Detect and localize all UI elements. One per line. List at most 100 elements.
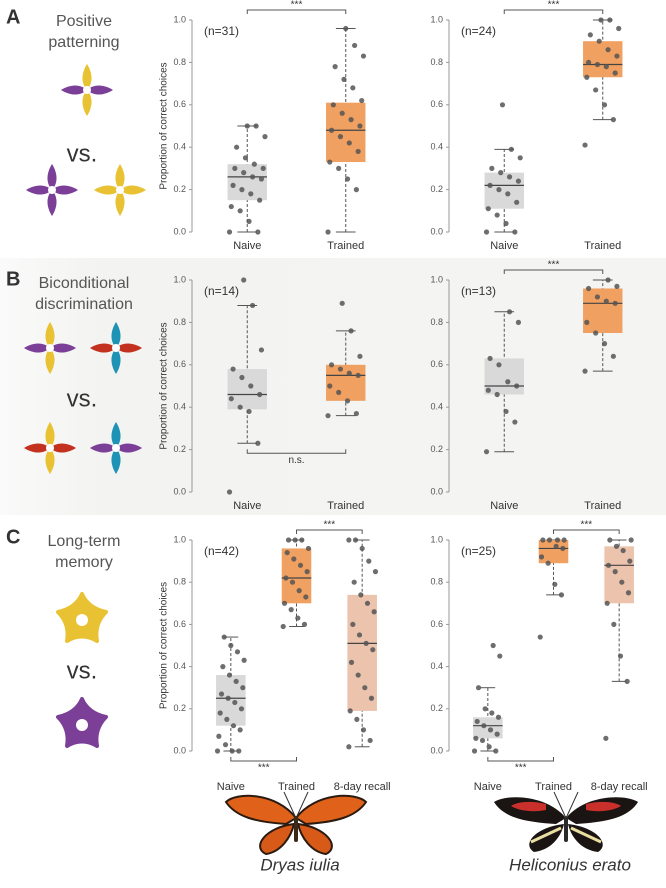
data-point [495, 714, 502, 720]
box [583, 288, 623, 333]
data-point [603, 735, 609, 741]
data-point [494, 391, 500, 398]
data-point [352, 42, 358, 49]
data-point [344, 176, 351, 182]
data-point [241, 170, 247, 176]
y-tick-label: 0.6 [173, 359, 186, 369]
x-tick-label: Trained [327, 500, 364, 512]
data-point [348, 117, 354, 123]
x-tick-label: Naive [490, 500, 518, 512]
data-point [234, 649, 241, 655]
data-point [296, 588, 302, 594]
y-tick-label: 1.0 [430, 274, 443, 284]
data-point [512, 229, 518, 235]
data-point [350, 621, 356, 628]
data-point [505, 191, 511, 197]
data-point [604, 600, 610, 606]
data-point [351, 579, 357, 585]
data-point [357, 123, 363, 129]
data-point [616, 25, 622, 32]
sample-size: (n=24) [461, 24, 496, 38]
data-point [237, 404, 243, 410]
significance-bracket [246, 9, 347, 14]
data-point [619, 579, 625, 585]
data-point [558, 592, 565, 598]
significance-label: n.s. [288, 455, 304, 466]
y-axis-label: Proportion of correct choices [159, 582, 170, 709]
data-point [546, 537, 553, 543]
sample-size: (n=14) [204, 284, 239, 298]
data-point [593, 330, 599, 336]
data-point [285, 537, 292, 543]
data-point [327, 383, 333, 389]
data-point [354, 716, 360, 722]
data-point [611, 621, 617, 628]
data-point [496, 187, 502, 193]
data-point [482, 706, 488, 712]
y-tick-label: 0.4 [173, 661, 186, 671]
y-tick-label: 0.8 [173, 317, 186, 327]
data-point [362, 685, 368, 691]
data-point [481, 723, 487, 729]
y-tick-label: 0.0 [430, 486, 443, 496]
data-point [234, 144, 240, 150]
data-point [233, 678, 239, 684]
data-point [486, 744, 492, 750]
data-point [260, 165, 266, 171]
data-point [239, 374, 245, 381]
y-tick-label: 0.0 [173, 745, 186, 755]
data-point [479, 737, 486, 744]
significance-bracket [503, 9, 604, 14]
y-tick-label: 0.4 [173, 402, 186, 412]
data-point [228, 642, 234, 649]
data-point [498, 170, 504, 176]
significance-label: *** [258, 763, 270, 774]
data-point [485, 206, 491, 212]
box [216, 675, 246, 726]
y-tick-label: 0.8 [173, 577, 186, 587]
data-point [262, 134, 268, 140]
data-point [226, 489, 233, 495]
y-tick-label: 0.8 [430, 577, 443, 587]
data-point [596, 38, 602, 44]
data-point [236, 748, 242, 754]
data-point [359, 545, 365, 552]
data-point [582, 142, 588, 148]
data-point [216, 733, 222, 739]
sample-size: (n=42) [204, 544, 239, 558]
sample-size: (n=13) [461, 284, 496, 298]
data-point [249, 174, 256, 180]
significance-bracket [503, 269, 604, 274]
data-point [585, 285, 592, 292]
data-point [614, 283, 620, 289]
data-point [353, 410, 359, 417]
data-point [617, 653, 624, 659]
data-point [474, 718, 480, 725]
data-point [601, 341, 608, 347]
y-tick-label: 0.0 [173, 486, 186, 496]
y-tick-label: 1.0 [430, 14, 443, 24]
data-point [228, 203, 234, 210]
data-point [487, 182, 493, 188]
panel-label: A [6, 6, 20, 28]
data-point [363, 640, 369, 646]
data-point [341, 76, 347, 82]
data-point [537, 634, 543, 640]
data-point [540, 537, 546, 543]
y-tick-label: 1.0 [173, 534, 186, 544]
data-point [258, 176, 265, 182]
data-point [625, 590, 632, 596]
y-axis-label: Proportion of correct choices [159, 62, 170, 189]
data-point [241, 657, 247, 663]
box [326, 364, 366, 401]
data-point [489, 710, 495, 716]
data-point [246, 218, 252, 224]
species-name: Dryas iulia [260, 855, 339, 874]
box [227, 369, 267, 410]
y-tick-label: 0.4 [173, 142, 186, 152]
y-tick-label: 1.0 [430, 534, 443, 544]
data-point [299, 537, 305, 543]
data-point [303, 594, 309, 600]
box [347, 594, 377, 711]
data-point [366, 558, 372, 564]
